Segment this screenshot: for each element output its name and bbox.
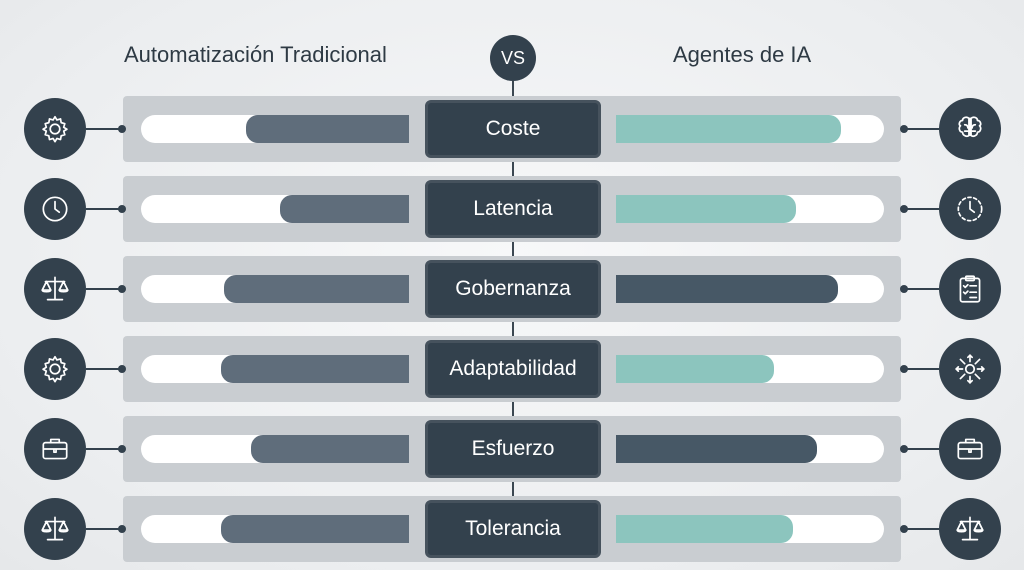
right-connector-line <box>901 368 939 370</box>
left-bar-fill <box>221 515 409 543</box>
left-connector-line <box>86 448 123 450</box>
right-bar-track <box>616 435 884 463</box>
right-connector-dot <box>900 205 908 213</box>
comparison-row: Latencia <box>0 176 1024 242</box>
right-bar-fill <box>616 115 841 143</box>
scales-icon <box>939 498 1001 560</box>
left-connector-line <box>86 288 123 290</box>
left-connector-dot <box>118 125 126 133</box>
right-bar-fill <box>616 515 793 543</box>
right-connector-dot <box>900 365 908 373</box>
left-bar-fill <box>251 435 409 463</box>
left-connector-dot <box>118 365 126 373</box>
left-connector-line <box>86 208 123 210</box>
right-connector-line <box>901 208 939 210</box>
right-connector-dot <box>900 125 908 133</box>
criterion-label-box: Coste <box>425 100 601 158</box>
left-connector-line <box>86 368 123 370</box>
right-bar-track <box>616 355 884 383</box>
criterion-label: Adaptabilidad <box>449 357 577 380</box>
left-bar-fill <box>221 355 409 383</box>
briefcase-icon <box>24 418 86 480</box>
right-bar-fill <box>616 355 774 383</box>
left-bar-track <box>141 275 409 303</box>
left-bar-track <box>141 115 409 143</box>
right-connector-line <box>901 528 939 530</box>
left-connector-dot <box>118 205 126 213</box>
criterion-label: Latencia <box>473 197 553 220</box>
criterion-label: Gobernanza <box>455 277 571 300</box>
right-connector-line <box>901 448 939 450</box>
scales-icon <box>24 258 86 320</box>
right-bar-track <box>616 195 884 223</box>
left-column-title: Automatización Tradicional <box>124 42 387 67</box>
left-connector-line <box>86 528 123 530</box>
comparison-row: Adaptabilidad <box>0 336 1024 402</box>
comparison-row: Tolerancia <box>0 496 1024 562</box>
criterion-label: Tolerancia <box>465 517 561 540</box>
left-bar-track <box>141 515 409 543</box>
right-connector-dot <box>900 525 908 533</box>
scales-icon <box>24 498 86 560</box>
right-bar-track <box>616 275 884 303</box>
comparison-row: Esfuerzo <box>0 416 1024 482</box>
clipboard-checklist-icon <box>939 258 1001 320</box>
left-bar-track <box>141 435 409 463</box>
gear-icon <box>24 98 86 160</box>
left-connector-dot <box>118 285 126 293</box>
right-connector-dot <box>900 285 908 293</box>
left-connector-dot <box>118 525 126 533</box>
criterion-label: Coste <box>485 117 541 140</box>
left-bar-track <box>141 355 409 383</box>
right-bar-fill <box>616 195 796 223</box>
right-bar-track <box>616 115 884 143</box>
network-arrows-icon <box>939 338 1001 400</box>
vs-badge: VS <box>490 35 536 81</box>
right-connector-dot <box>900 445 908 453</box>
criterion-label-box: Tolerancia <box>425 500 601 558</box>
criterion-label-box: Gobernanza <box>425 260 601 318</box>
criterion-label-box: Esfuerzo <box>425 420 601 478</box>
left-connector-dot <box>118 445 126 453</box>
clock-dashed-icon <box>939 178 1001 240</box>
criterion-label: Esfuerzo <box>471 437 555 460</box>
left-bar-fill <box>246 115 409 143</box>
left-bar-fill <box>280 195 409 223</box>
comparison-row: Coste <box>0 96 1024 162</box>
criterion-label-box: Adaptabilidad <box>425 340 601 398</box>
criterion-label-box: Latencia <box>425 180 601 238</box>
gear-icon <box>24 338 86 400</box>
left-bar-track <box>141 195 409 223</box>
right-connector-line <box>901 288 939 290</box>
left-connector-line <box>86 128 123 130</box>
right-bar-fill <box>616 435 817 463</box>
brain-icon <box>939 98 1001 160</box>
right-bar-track <box>616 515 884 543</box>
left-bar-fill <box>224 275 409 303</box>
right-connector-line <box>901 128 939 130</box>
right-column-title: Agentes de IA <box>673 42 812 67</box>
briefcase-icon <box>939 418 1001 480</box>
clock-icon <box>24 178 86 240</box>
right-bar-fill <box>616 275 838 303</box>
comparison-row: Gobernanza <box>0 256 1024 322</box>
